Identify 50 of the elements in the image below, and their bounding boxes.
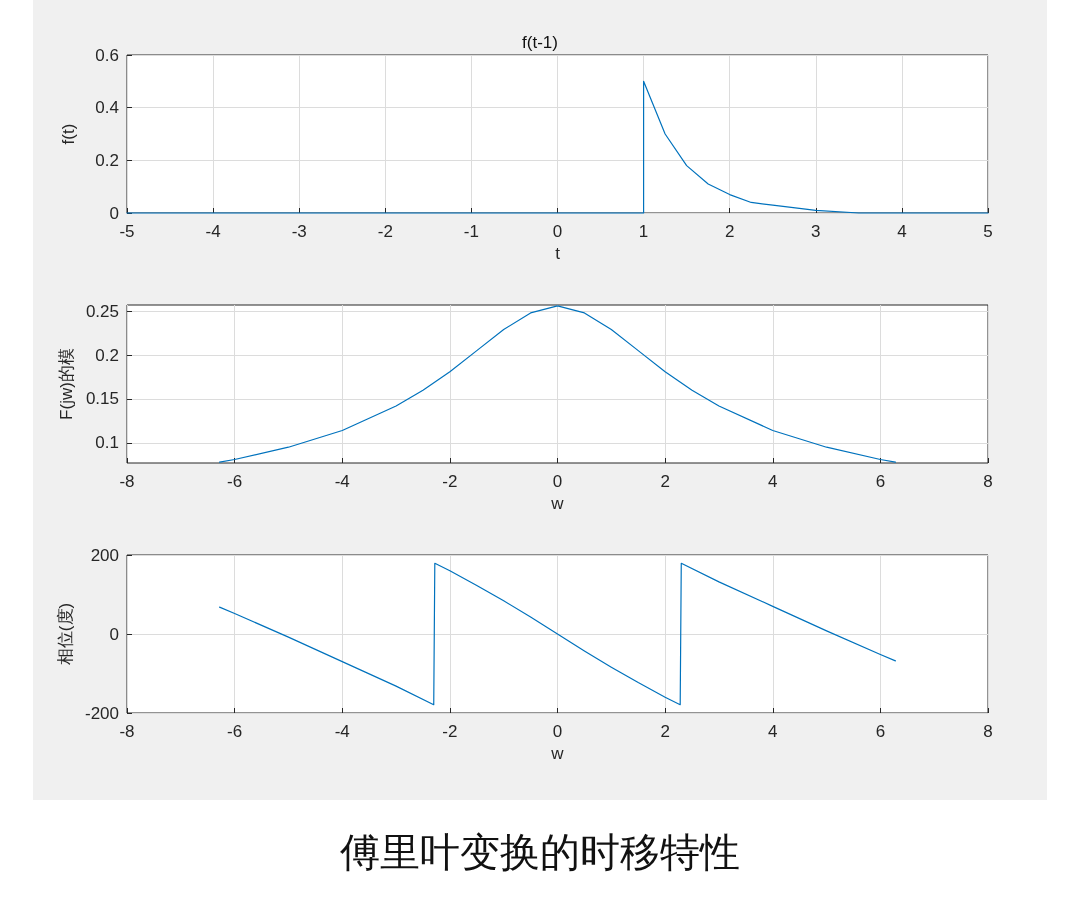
x-tick-label: 4 xyxy=(768,472,778,491)
x-tick-label: -4 xyxy=(334,472,350,491)
x-tick-label: -2 xyxy=(377,222,393,241)
text: 傅里叶变换的时移特性 xyxy=(339,829,741,877)
x-tick-label: 3 xyxy=(811,222,821,241)
x-tick-label: 6 xyxy=(875,472,886,491)
x-tick-label: 0 xyxy=(552,472,563,491)
y-axis-title: f(t) xyxy=(59,123,78,145)
line-series xyxy=(218,562,897,706)
x-tick-label: -4 xyxy=(334,722,350,741)
chart-title: f(t-1) xyxy=(522,33,558,52)
y-tick-label: 200 xyxy=(90,545,119,565)
x-tick-label: -2 xyxy=(442,722,458,741)
x-tick-label: -5 xyxy=(119,222,135,241)
y-tick-label: 0.4 xyxy=(95,98,119,118)
y-tick-label: -200 xyxy=(84,703,119,723)
x-tick-label: -6 xyxy=(227,722,243,741)
x-tick-label: 1 xyxy=(638,222,649,241)
x-tick-label: 2 xyxy=(660,722,670,741)
x-tick-label: 6 xyxy=(875,722,886,741)
y-tick-label: 0.2 xyxy=(95,345,119,365)
x-axis-title: w xyxy=(550,494,565,513)
x-tick-label: -3 xyxy=(291,222,307,241)
y-tick-label: 0.15 xyxy=(85,389,119,409)
x-tick-label: 8 xyxy=(983,722,993,741)
x-tick-label: 4 xyxy=(768,722,778,741)
x-tick-label: -8 xyxy=(119,472,135,491)
y-tick-label: 0.25 xyxy=(85,301,119,321)
x-tick-label: 0 xyxy=(552,222,563,241)
x-tick-label: 2 xyxy=(660,472,670,491)
y-axis-title: F(jw)的模 xyxy=(57,348,77,420)
x-tick-label: -2 xyxy=(442,472,458,491)
x-tick-label: -1 xyxy=(463,222,479,241)
y-tick-label: 0 xyxy=(109,624,119,644)
y-tick-label: 0 xyxy=(109,203,119,223)
x-tick-label: 2 xyxy=(724,222,735,241)
x-tick-label: -8 xyxy=(119,722,135,741)
x-tick-label: -4 xyxy=(205,222,221,241)
y-tick-label: 0.6 xyxy=(95,45,119,65)
x-axis-title: w xyxy=(550,744,565,763)
y-axis-title: 相位(度) xyxy=(56,602,76,666)
x-tick-label: 0 xyxy=(552,722,563,741)
line-series xyxy=(218,305,897,463)
x-tick-label: -6 xyxy=(227,472,243,491)
y-tick-label: 0.2 xyxy=(95,150,119,170)
x-tick-label: 8 xyxy=(983,472,993,491)
x-tick-label: 5 xyxy=(983,222,993,241)
x-tick-label: 4 xyxy=(897,222,907,241)
y-tick-label: 0.1 xyxy=(95,433,119,453)
x-axis-title: t xyxy=(555,244,561,263)
